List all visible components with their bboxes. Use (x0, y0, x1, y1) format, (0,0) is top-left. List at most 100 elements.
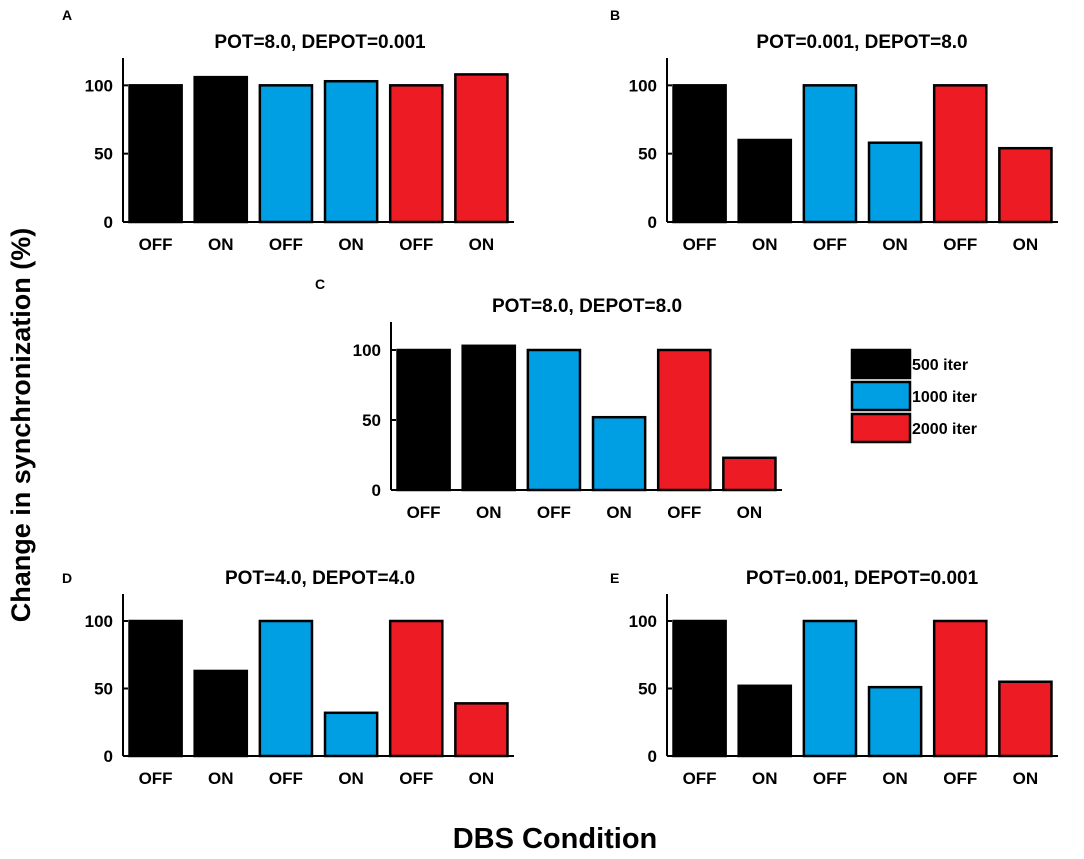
bar (802, 84, 858, 224)
bar (388, 84, 444, 224)
bar (323, 711, 379, 758)
bar (867, 141, 923, 224)
panel-e: E POT=0.001, DEPOT=0.001 OFF ON OFF ON OFF ON 0 5… (610, 568, 1058, 788)
y-tick-label: 0 (104, 747, 113, 766)
panel-title: POT=4.0, DEPOT=4.0 (225, 568, 415, 589)
bar (258, 619, 314, 758)
y-tick-label: 100 (85, 76, 113, 95)
y-tick-label: 0 (372, 481, 381, 500)
y-tick-label: 50 (362, 411, 381, 430)
panel-letter: E (610, 570, 619, 586)
x-tick-label: OFF (139, 769, 173, 788)
bar (737, 138, 793, 224)
bar (672, 619, 727, 758)
panel-title: POT=8.0, DEPOT=0.001 (214, 32, 426, 53)
bar (737, 684, 793, 758)
bar (128, 619, 183, 758)
x-tick-label: ON (1013, 769, 1039, 788)
panel-letter: D (62, 570, 72, 586)
panel-title: POT=0.001, DEPOT=8.0 (756, 32, 967, 53)
bar (258, 84, 314, 224)
bar (591, 415, 647, 492)
bar (396, 348, 451, 492)
x-tick-label: ON (338, 235, 364, 254)
panel-letter: C (315, 276, 325, 292)
panel-title: POT=8.0, DEPOT=8.0 (492, 296, 682, 317)
legend-swatch (850, 380, 912, 412)
x-tick-label: ON (737, 503, 763, 522)
x-tick-label: ON (469, 769, 495, 788)
bar (193, 669, 249, 758)
x-tick-label: OFF (269, 769, 303, 788)
x-tick-label: OFF (943, 235, 977, 254)
bar (526, 348, 582, 492)
panel-c: C POT=8.0, DEPOT=8.0 OFF ON OFF ON OFF ON 0 50 100 (315, 276, 782, 522)
y-tick-label: 100 (629, 76, 657, 95)
x-tick-label: ON (208, 769, 234, 788)
x-tick-label: ON (208, 235, 234, 254)
bar (128, 84, 183, 224)
panel-title: POT=0.001, DEPOT=0.001 (746, 568, 979, 589)
bar (932, 84, 988, 224)
x-tick-label: ON (752, 235, 778, 254)
x-axis-label: DBS Condition (453, 823, 658, 855)
bar (802, 619, 858, 758)
bar (998, 680, 1053, 758)
y-tick-label: 100 (353, 341, 381, 360)
x-tick-label: ON (469, 235, 495, 254)
legend-swatch (850, 412, 912, 444)
bar (323, 79, 379, 224)
bar (193, 75, 249, 224)
x-tick-label: OFF (813, 235, 847, 254)
y-tick-label: 50 (638, 680, 657, 699)
bar (656, 348, 712, 492)
panels: A POT=8.0, DEPOT=0.001 OFF ON OFF ON OFF ON 0 50 1… (62, 7, 1058, 788)
bar (867, 685, 923, 758)
x-tick-label: OFF (139, 235, 173, 254)
x-tick-label: ON (752, 769, 778, 788)
bar (998, 146, 1053, 224)
x-tick-label: OFF (399, 769, 433, 788)
panel-b: B POT=0.001, DEPOT=8.0 OFF ON OFF ON OFF ON 0 50 1… (610, 7, 1058, 254)
bar (454, 73, 509, 224)
legend-label: 1000 iter (912, 389, 977, 406)
x-tick-label: ON (338, 769, 364, 788)
x-tick-label: OFF (407, 503, 441, 522)
y-tick-label: 100 (629, 612, 657, 631)
bar (722, 456, 777, 492)
y-tick-label: 0 (104, 213, 113, 232)
legend-label: 2000 iter (912, 421, 977, 438)
x-tick-label: OFF (667, 503, 701, 522)
x-tick-label: ON (476, 503, 502, 522)
x-tick-label: OFF (537, 503, 571, 522)
panel-letter: A (62, 7, 72, 23)
x-tick-label: OFF (813, 769, 847, 788)
legend: 500 iter 1000 iter 2000 iter (850, 348, 977, 444)
bar (461, 344, 517, 492)
y-axis-label: Change in synchronization (%) (6, 228, 36, 623)
y-tick-label: 50 (638, 145, 657, 164)
x-tick-label: OFF (683, 235, 717, 254)
x-tick-label: ON (882, 235, 908, 254)
y-tick-label: 0 (648, 213, 657, 232)
panel-a: A POT=8.0, DEPOT=0.001 OFF ON OFF ON OFF ON 0 50 1… (62, 7, 514, 254)
bar (932, 619, 988, 758)
bar (672, 84, 727, 224)
x-tick-label: ON (882, 769, 908, 788)
y-tick-label: 100 (85, 612, 113, 631)
x-tick-label: ON (606, 503, 632, 522)
panel-d: D POT=4.0, DEPOT=4.0 OFF ON OFF ON OFF ON 0 50 100 (62, 568, 514, 788)
bar (388, 619, 444, 758)
y-tick-label: 50 (94, 680, 113, 699)
y-tick-label: 0 (648, 747, 657, 766)
x-tick-label: ON (1013, 235, 1039, 254)
x-tick-label: OFF (269, 235, 303, 254)
bar (454, 702, 509, 758)
x-tick-label: OFF (683, 769, 717, 788)
x-tick-label: OFF (399, 235, 433, 254)
y-tick-label: 50 (94, 145, 113, 164)
panel-letter: B (610, 7, 620, 23)
x-tick-label: OFF (943, 769, 977, 788)
legend-swatch (850, 348, 912, 380)
